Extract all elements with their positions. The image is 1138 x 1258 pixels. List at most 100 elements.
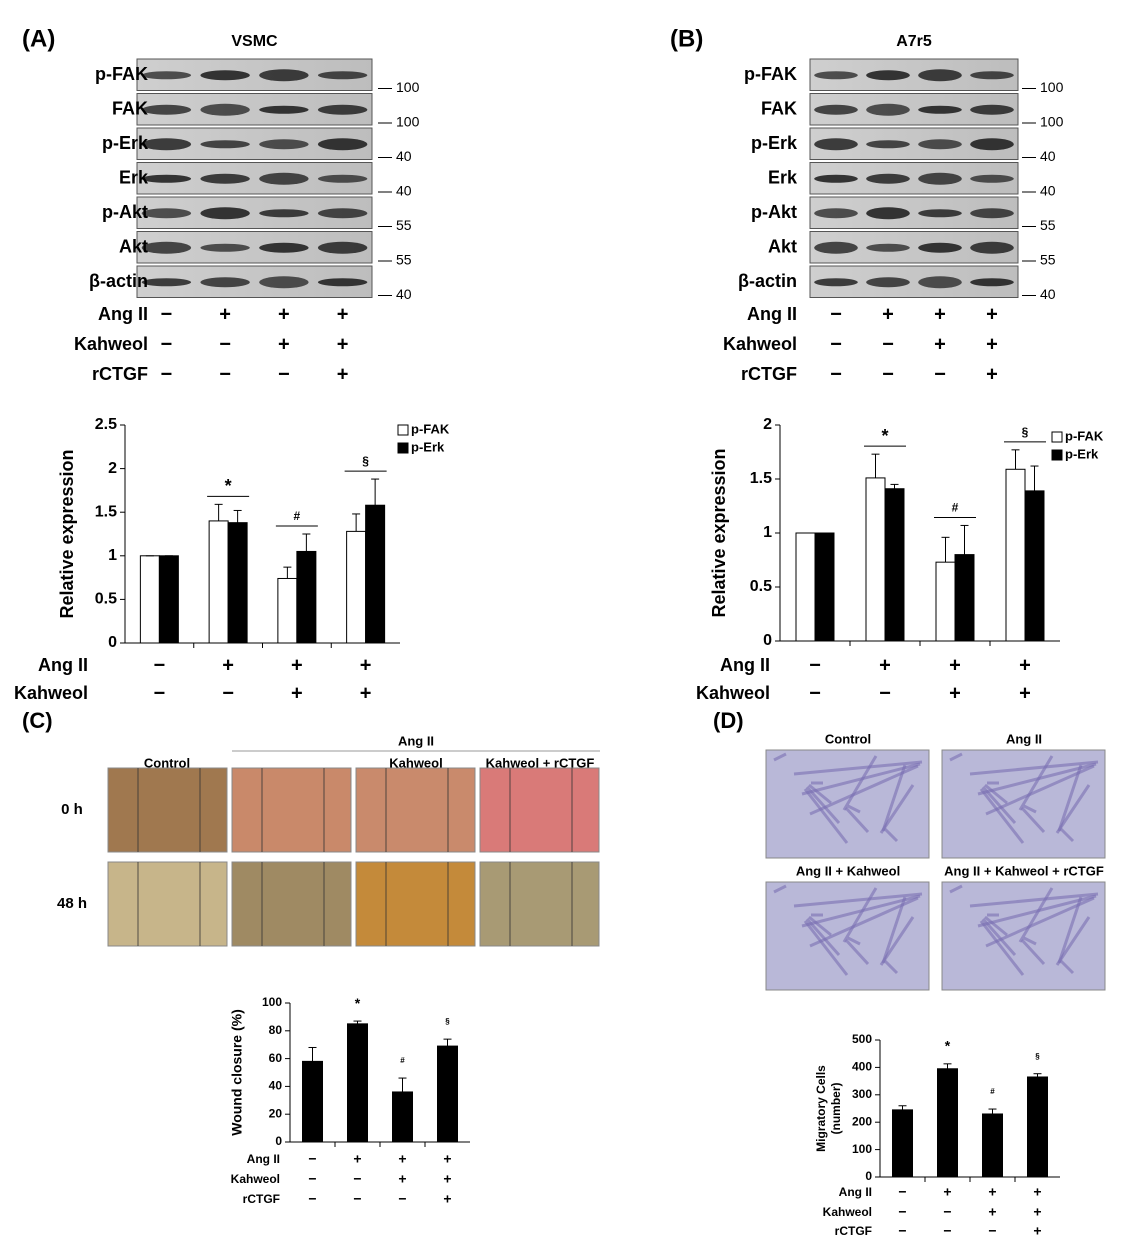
cell-stroke (879, 916, 915, 966)
significance-mark: * (881, 426, 888, 446)
marker-label: 40 (1040, 286, 1056, 302)
significance-mark: # (990, 1087, 995, 1096)
condition-sign: − (154, 654, 166, 676)
bar (884, 488, 905, 642)
condition-sign: + (278, 303, 290, 325)
condition-label: Ang II (247, 1152, 280, 1166)
condition-sign: + (360, 654, 372, 676)
cell-stroke (883, 959, 899, 975)
condition-sign: + (222, 654, 234, 676)
marker-label: 55 (396, 217, 412, 233)
bar (954, 554, 975, 642)
condition-label: rCTGF (243, 1192, 280, 1206)
blot-band (141, 104, 192, 115)
significance-mark: # (952, 501, 959, 515)
y-tick-label: 80 (269, 1023, 283, 1037)
significance-mark: # (294, 509, 301, 523)
bar (158, 555, 179, 644)
marker-label: 40 (1040, 183, 1056, 199)
marker-label: 40 (396, 148, 412, 164)
cell-stroke (803, 788, 849, 844)
blot-band (970, 208, 1014, 219)
blot-band (866, 70, 910, 81)
significance-mark: * (355, 995, 361, 1011)
cell-stroke (981, 786, 1017, 824)
condition-sign: − (398, 1191, 406, 1207)
blot-band (141, 138, 192, 151)
y-tick-label: 0 (865, 1169, 872, 1183)
bar (935, 561, 956, 642)
blot-band (918, 172, 962, 185)
y-axis-label: Relative expression (709, 448, 729, 617)
blot-band (814, 241, 858, 254)
cell-stroke (773, 884, 787, 894)
blot-band (317, 104, 368, 115)
cell-stroke (1023, 804, 1037, 814)
column-label: Control (144, 755, 190, 770)
legend-label: p-Erk (1065, 446, 1099, 461)
condition-label: rCTGF (835, 1224, 872, 1238)
y-tick-label: 0.5 (95, 591, 117, 608)
blot-band (918, 69, 962, 82)
condition-sign: − (219, 333, 231, 355)
bar (1027, 1076, 1048, 1178)
condition-sign: + (398, 1151, 406, 1167)
condition-sign: + (934, 303, 946, 325)
cell-stroke (805, 918, 841, 956)
y-axis-label: Relative expression (57, 449, 77, 618)
row-label: 48 h (57, 895, 87, 912)
blot-band (259, 209, 309, 218)
cell-stroke (979, 788, 1025, 844)
cell-stroke (949, 884, 963, 894)
blot-band (200, 173, 250, 184)
significance-mark: § (362, 454, 369, 468)
cell-stroke (949, 752, 963, 762)
cell-stroke (808, 783, 832, 805)
blot-band (259, 139, 309, 150)
condition-sign: − (988, 1223, 996, 1239)
bar (814, 532, 835, 642)
blot-band (918, 242, 962, 253)
protein-label: p-FAK (744, 64, 797, 84)
condition-sign: + (949, 682, 961, 704)
y-tick-label: 1 (763, 524, 772, 541)
condition-sign: − (882, 333, 894, 355)
condition-label: Kahweol (74, 334, 148, 354)
blot-title: VSMC (231, 33, 278, 50)
blot-band (814, 174, 858, 183)
condition-sign: − (809, 654, 821, 676)
significance-mark: # (400, 1056, 405, 1065)
legend-swatch (397, 424, 409, 436)
bar (865, 477, 886, 642)
blot-band (141, 241, 192, 254)
cell-stroke (1020, 938, 1046, 966)
cell-stroke (842, 887, 878, 943)
y-tick-label: 1 (108, 547, 117, 564)
row-label: 0 h (61, 801, 83, 818)
blot-band (200, 277, 250, 288)
condition-sign: − (879, 682, 891, 704)
micrograph (107, 767, 228, 853)
significance-mark: * (945, 1038, 951, 1054)
blot-band (866, 103, 910, 116)
legend-swatch (1051, 431, 1063, 443)
blot-band (141, 174, 192, 183)
bar (795, 532, 816, 642)
cell-stroke (847, 804, 861, 814)
blot-band (317, 174, 368, 183)
condition-sign: − (898, 1204, 906, 1220)
blot-title: A7r5 (896, 33, 932, 50)
condition-sign: + (986, 363, 998, 385)
marker-label: 100 (1040, 79, 1064, 95)
condition-label: Ang II (98, 304, 148, 324)
cell-stroke (1018, 755, 1054, 811)
condition-sign: + (1019, 682, 1031, 704)
condition-sign: + (337, 303, 349, 325)
condition-sign: + (398, 1171, 406, 1187)
condition-sign: + (879, 654, 891, 676)
y-tick-label: 60 (269, 1051, 283, 1065)
cell-stroke (1057, 764, 1083, 832)
condition-sign: + (291, 682, 303, 704)
y-tick-label: 100 (262, 995, 282, 1009)
image-label: Ang II + Kahweol + rCTGF (944, 863, 1104, 878)
